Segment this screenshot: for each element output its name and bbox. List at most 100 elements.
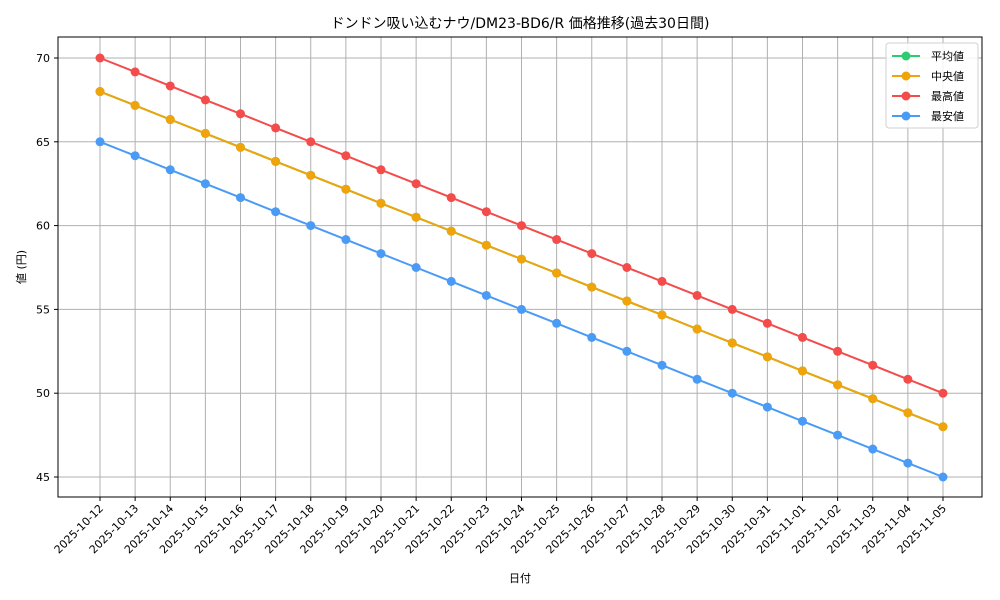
data-point <box>376 198 386 208</box>
data-point <box>306 170 316 180</box>
data-point <box>692 324 702 334</box>
series-lines <box>95 53 948 482</box>
data-point <box>481 207 491 217</box>
series-最安値 <box>95 137 948 482</box>
data-point <box>376 249 386 259</box>
data-point <box>271 207 281 217</box>
data-point <box>657 360 667 370</box>
legend-item: 平均値 <box>892 50 964 63</box>
data-point <box>762 402 772 412</box>
data-point <box>517 304 526 314</box>
data-point <box>306 221 316 231</box>
data-point <box>271 123 281 133</box>
data-point <box>868 360 878 370</box>
data-point <box>692 374 702 384</box>
chart-title: ドンドン吸い込むナウ/DM23-BD6/R 価格推移(過去30日間) <box>331 16 710 32</box>
data-point <box>446 226 456 236</box>
data-point <box>306 137 316 147</box>
legend-marker-icon <box>901 71 911 81</box>
data-point <box>271 156 281 166</box>
data-point <box>587 332 597 342</box>
data-point <box>727 304 737 314</box>
data-point <box>762 318 772 328</box>
data-point <box>762 352 772 362</box>
data-point <box>95 87 105 97</box>
data-point <box>692 290 702 300</box>
data-point <box>481 290 491 300</box>
data-point <box>798 416 807 426</box>
legend-label: 平均値 <box>931 50 964 63</box>
data-point <box>130 151 140 161</box>
data-point <box>446 193 456 203</box>
data-point <box>165 81 175 91</box>
y-tick-label: 45 <box>36 471 50 484</box>
grid-lines <box>58 37 982 497</box>
data-point <box>903 408 913 418</box>
data-point <box>411 263 421 272</box>
data-point <box>552 268 562 278</box>
data-point <box>657 310 667 320</box>
x-axis-ticks: 2025-10-122025-10-132025-10-142025-10-15… <box>52 497 949 556</box>
data-point <box>446 276 456 286</box>
y-tick-label: 55 <box>36 303 50 316</box>
data-point <box>95 53 105 63</box>
data-point <box>868 444 878 454</box>
legend-marker-icon <box>901 51 911 61</box>
series-中央値 <box>95 87 948 432</box>
data-point <box>587 249 597 259</box>
x-axis-label: 日付 <box>509 572 531 585</box>
data-point <box>236 109 245 119</box>
legend-label: 最安値 <box>931 109 964 123</box>
data-point <box>165 115 175 125</box>
data-point <box>657 276 667 286</box>
data-point <box>341 235 351 245</box>
data-point <box>622 296 632 306</box>
legend-marker-icon <box>901 111 911 121</box>
data-point <box>622 346 632 356</box>
data-point <box>376 165 386 175</box>
legend-item: 中央値 <box>892 70 964 83</box>
y-axis-label: 値 (円) <box>15 250 28 284</box>
data-point <box>200 179 210 189</box>
plot-frame <box>57 36 983 498</box>
data-point <box>833 430 843 440</box>
data-point <box>552 235 562 245</box>
y-tick-label: 60 <box>36 220 50 233</box>
data-point <box>938 422 948 432</box>
data-point <box>341 184 351 194</box>
data-point <box>95 137 105 147</box>
y-tick-label: 70 <box>36 52 50 65</box>
y-tick-label: 65 <box>36 136 50 149</box>
data-point <box>341 151 351 161</box>
data-point <box>798 332 807 342</box>
data-point <box>411 212 421 222</box>
data-point <box>833 380 843 390</box>
data-point <box>727 388 737 398</box>
data-point <box>903 458 913 468</box>
data-point <box>798 366 807 376</box>
y-tick-label: 50 <box>36 387 50 400</box>
data-point <box>200 95 210 105</box>
data-point <box>517 221 526 231</box>
data-point <box>833 346 843 356</box>
data-point <box>517 254 526 264</box>
data-point <box>727 338 737 348</box>
data-point <box>481 240 491 250</box>
data-point <box>587 282 597 292</box>
series-最高値 <box>95 53 948 398</box>
data-point <box>938 388 948 398</box>
legend-item: 最安値 <box>892 109 964 123</box>
data-point <box>868 394 878 404</box>
data-point <box>130 100 140 110</box>
legend-label: 最高値 <box>931 89 964 103</box>
data-point <box>903 374 913 384</box>
data-point <box>938 472 948 482</box>
data-point <box>200 128 210 138</box>
data-point <box>411 179 421 189</box>
y-axis-ticks: 45 50 55 60 65 70 <box>36 52 58 484</box>
data-point <box>552 318 562 328</box>
data-point <box>622 263 632 272</box>
data-point <box>236 193 245 203</box>
